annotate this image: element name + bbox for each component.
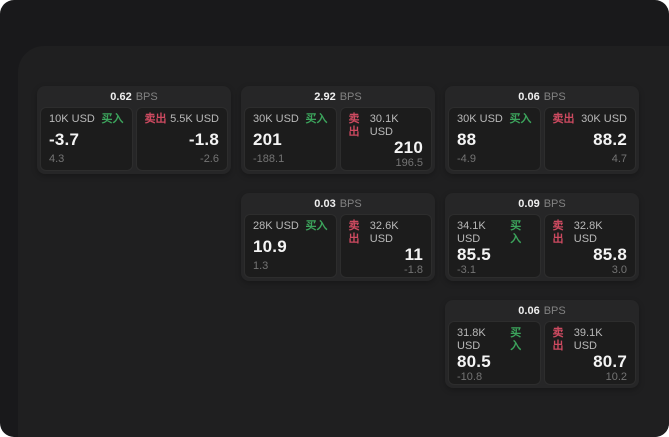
quote-card[interactable]: 0.06 BPS 31.8K USD 买入 80.5 -10.8 卖出 39.1… <box>445 300 639 388</box>
buy-price: 201 <box>253 129 282 149</box>
bps-unit: BPS <box>339 197 362 210</box>
buy-secondary-value: 4.3 <box>49 153 65 165</box>
buy-panel[interactable]: 30K USD 买入 201 -188.1 <box>244 107 337 171</box>
buy-label: 买入 <box>305 220 328 232</box>
buy-panel[interactable]: 34.1K USD 买入 85.5 -3.1 <box>448 214 541 278</box>
quote-card[interactable]: 0.09 BPS 34.1K USD 买入 85.5 -3.1 卖出 32.8K… <box>445 193 639 281</box>
sell-label: 卖出 <box>552 220 564 245</box>
buy-price: 10.9 <box>253 236 287 256</box>
sell-notional: 32.6K USD <box>369 220 399 245</box>
card-header: 0.06 BPS <box>448 86 636 107</box>
bps-unit: BPS <box>543 197 566 210</box>
bps-unit: BPS <box>543 304 566 317</box>
buy-secondary-value: -3.1 <box>457 264 476 276</box>
sell-label: 卖出 <box>552 113 575 125</box>
sell-price: 80.7 <box>593 352 627 371</box>
sell-notional: 5.5K USD <box>170 113 219 125</box>
buy-secondary-value: -10.8 <box>457 371 483 383</box>
sell-price: 210 <box>394 138 423 157</box>
bps-unit: BPS <box>339 90 362 103</box>
quote-card[interactable]: 0.03 BPS 28K USD 买入 10.9 1.3 卖出 32.6K US… <box>241 193 435 281</box>
buy-secondary-value: 1.3 <box>253 260 269 272</box>
buy-panel[interactable]: 31.8K USD 买入 80.5 -10.8 <box>448 321 541 385</box>
sell-panel[interactable]: 卖出 32.6K USD 11 -1.8 <box>339 214 432 278</box>
card-header: 0.06 BPS <box>448 300 636 321</box>
sell-label: 卖出 <box>552 327 564 352</box>
quote-cards-grid: 0.62 BPS 10K USD 买入 -3.7 4.3 卖出 5.5K USD <box>37 86 639 388</box>
card-header: 0.03 BPS <box>244 193 432 214</box>
buy-price: 80.5 <box>457 352 491 371</box>
bps-value: 0.09 <box>518 197 540 210</box>
sell-secondary-value: -2.6 <box>200 153 219 165</box>
bps-unit: BPS <box>543 90 566 103</box>
buy-label: 买入 <box>509 113 532 125</box>
sell-notional: 32.8K USD <box>573 220 603 245</box>
buy-label: 买入 <box>305 113 328 125</box>
card-header: 0.09 BPS <box>448 193 636 214</box>
sell-secondary-value: -1.8 <box>404 264 423 276</box>
buy-panel[interactable]: 10K USD 买入 -3.7 4.3 <box>40 107 133 171</box>
sell-panel[interactable]: 卖出 5.5K USD -1.8 -2.6 <box>135 107 228 171</box>
quote-card[interactable]: 2.92 BPS 30K USD 买入 201 -188.1 卖出 30.1K … <box>241 86 435 174</box>
bps-value: 0.03 <box>314 197 336 210</box>
bps-value: 0.06 <box>518 90 540 103</box>
buy-notional: 31.8K USD <box>457 327 486 352</box>
buy-secondary-value: -188.1 <box>253 153 285 165</box>
sell-panel[interactable]: 卖出 30.1K USD 210 196.5 <box>339 107 432 171</box>
sell-secondary-value: 10.2 <box>605 371 627 383</box>
buy-panel[interactable]: 30K USD 买入 88 -4.9 <box>448 107 541 171</box>
buy-notional: 28K USD <box>253 220 299 232</box>
sell-notional: 30.1K USD <box>369 113 399 138</box>
sell-notional: 39.1K USD <box>573 327 603 352</box>
buy-label: 买入 <box>510 220 522 245</box>
buy-notional: 30K USD <box>253 113 299 125</box>
quote-card[interactable]: 0.06 BPS 30K USD 买入 88 -4.9 卖出 30K USD <box>445 86 639 174</box>
quote-card[interactable]: 0.62 BPS 10K USD 买入 -3.7 4.3 卖出 5.5K USD <box>37 86 231 174</box>
card-header: 2.92 BPS <box>244 86 432 107</box>
sell-secondary-value: 3.0 <box>611 264 627 276</box>
card-header: 0.62 BPS <box>40 86 228 107</box>
sell-label: 卖出 <box>348 113 360 138</box>
bps-value: 0.06 <box>518 304 540 317</box>
sell-notional: 30K USD <box>581 113 627 125</box>
bps-value: 2.92 <box>314 90 336 103</box>
buy-label: 买入 <box>101 113 124 125</box>
sell-label: 卖出 <box>144 113 167 125</box>
buy-notional: 10K USD <box>49 113 95 125</box>
bps-value: 0.62 <box>110 90 132 103</box>
sell-price: 11 <box>404 245 423 264</box>
buy-secondary-value: -4.9 <box>457 153 476 165</box>
sell-label: 卖出 <box>348 220 360 245</box>
buy-price: 88 <box>457 129 477 149</box>
buy-price: -3.7 <box>49 129 80 149</box>
sell-secondary-value: 196.5 <box>395 157 423 169</box>
buy-price: 85.5 <box>457 245 491 264</box>
buy-notional: 34.1K USD <box>457 220 486 245</box>
sell-price: -1.8 <box>188 129 219 149</box>
sell-panel[interactable]: 卖出 32.8K USD 85.8 3.0 <box>543 214 636 278</box>
buy-panel[interactable]: 28K USD 买入 10.9 1.3 <box>244 214 337 278</box>
sell-price: 85.8 <box>593 245 627 264</box>
sell-secondary-value: 4.7 <box>611 153 627 165</box>
sell-panel[interactable]: 卖出 30K USD 88.2 4.7 <box>543 107 636 171</box>
bps-unit: BPS <box>135 90 158 103</box>
buy-label: 买入 <box>510 327 522 352</box>
buy-notional: 30K USD <box>457 113 503 125</box>
sell-price: 88.2 <box>593 129 627 149</box>
sell-panel[interactable]: 卖出 39.1K USD 80.7 10.2 <box>543 321 636 385</box>
